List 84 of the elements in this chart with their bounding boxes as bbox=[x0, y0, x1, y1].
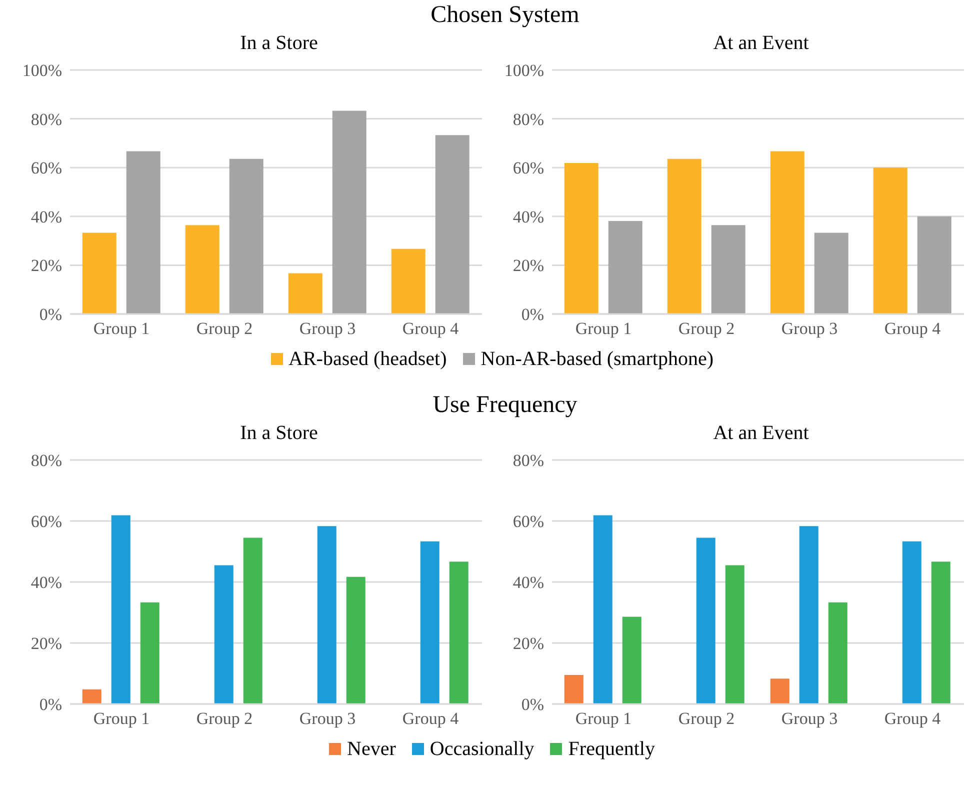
y-tick-label: 60% bbox=[30, 512, 62, 532]
chart-title: Use Frequency bbox=[432, 392, 578, 420]
y-tick-label: 80% bbox=[512, 451, 544, 470]
bar bbox=[564, 162, 598, 314]
x-tick-label: Group 3 bbox=[781, 319, 838, 338]
x-tick-label: Group 4 bbox=[402, 709, 460, 728]
x-tick-label: Group 2 bbox=[678, 319, 735, 338]
legend-label: Non-AR-based (smartphone) bbox=[480, 348, 714, 370]
bar bbox=[770, 151, 804, 314]
x-tick-label: Group 4 bbox=[884, 319, 942, 338]
bar bbox=[799, 526, 818, 704]
x-tick-label: Group 1 bbox=[93, 319, 150, 338]
chart-subtitle: In a Store bbox=[239, 422, 319, 446]
y-tick-label: 40% bbox=[30, 573, 62, 592]
bar bbox=[449, 562, 468, 704]
bar bbox=[214, 565, 234, 704]
x-tick-label: Group 4 bbox=[884, 709, 942, 728]
y-tick-label: 0% bbox=[521, 305, 544, 324]
legend-label: AR-based (headset) bbox=[288, 348, 447, 370]
bar bbox=[185, 225, 220, 314]
chart-subtitle: At an Event bbox=[712, 422, 810, 446]
y-tick-label: 20% bbox=[512, 634, 544, 654]
bar bbox=[82, 232, 116, 314]
x-tick-label: Group 2 bbox=[196, 319, 253, 338]
bar bbox=[288, 273, 322, 314]
x-tick-label: Group 1 bbox=[575, 319, 632, 338]
y-tick-label: 20% bbox=[30, 256, 62, 276]
bar bbox=[931, 562, 950, 704]
bar bbox=[873, 168, 908, 314]
y-tick-label: 40% bbox=[512, 207, 544, 226]
x-tick-label: Group 1 bbox=[93, 709, 150, 728]
y-tick-label: 80% bbox=[512, 110, 544, 129]
bar bbox=[814, 232, 848, 314]
x-tick-label: Group 3 bbox=[299, 709, 356, 728]
chart-subtitle: In a Store bbox=[239, 32, 319, 56]
y-tick-label: 60% bbox=[512, 512, 544, 532]
y-tick-label: 40% bbox=[30, 207, 62, 226]
chart-title: Chosen System bbox=[430, 2, 580, 30]
x-tick-label: Group 2 bbox=[678, 709, 735, 728]
bar bbox=[243, 538, 262, 704]
bar bbox=[902, 541, 922, 704]
y-tick-label: 20% bbox=[30, 634, 62, 654]
y-tick-label: 60% bbox=[512, 158, 544, 178]
bar bbox=[608, 221, 642, 314]
bar bbox=[435, 135, 470, 314]
y-tick-label: 100% bbox=[22, 61, 62, 80]
bar bbox=[346, 576, 366, 704]
legend-label: Never bbox=[347, 738, 396, 760]
bar bbox=[770, 678, 790, 704]
y-tick-label: 60% bbox=[30, 158, 62, 178]
legend-label: Occasionally bbox=[430, 738, 534, 760]
bar bbox=[696, 538, 716, 704]
x-tick-label: Group 1 bbox=[575, 709, 632, 728]
bar bbox=[622, 616, 642, 704]
bar bbox=[420, 541, 440, 704]
chart-subtitle: At an Event bbox=[712, 32, 810, 56]
y-tick-label: 0% bbox=[39, 695, 62, 714]
x-tick-label: Group 3 bbox=[781, 709, 838, 728]
bar bbox=[317, 526, 336, 704]
y-tick-label: 20% bbox=[512, 256, 544, 276]
bar bbox=[126, 151, 160, 314]
x-tick-label: Group 3 bbox=[299, 319, 356, 338]
bar bbox=[111, 515, 130, 704]
bar bbox=[593, 515, 612, 704]
bar bbox=[828, 602, 848, 704]
x-tick-label: Group 4 bbox=[402, 319, 460, 338]
bar bbox=[82, 689, 102, 704]
legend-label: Frequently bbox=[568, 738, 655, 760]
bar bbox=[564, 675, 584, 704]
bar bbox=[711, 225, 746, 314]
y-tick-label: 40% bbox=[512, 573, 544, 592]
bar bbox=[917, 216, 952, 314]
y-tick-label: 100% bbox=[504, 61, 544, 80]
bar bbox=[725, 565, 744, 704]
bar bbox=[140, 602, 160, 704]
y-tick-label: 80% bbox=[30, 110, 62, 129]
y-tick-label: 0% bbox=[521, 695, 544, 714]
y-tick-label: 0% bbox=[39, 305, 62, 324]
bar bbox=[332, 110, 366, 314]
x-tick-label: Group 2 bbox=[196, 709, 253, 728]
bar bbox=[229, 158, 264, 314]
bar bbox=[667, 158, 702, 314]
y-tick-label: 80% bbox=[30, 451, 62, 470]
bar bbox=[391, 248, 426, 314]
